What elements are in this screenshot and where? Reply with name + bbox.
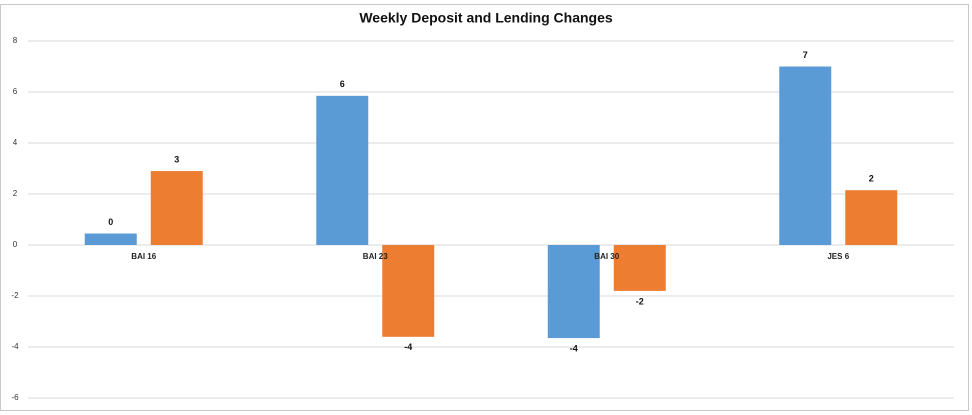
bar bbox=[845, 190, 898, 245]
bar bbox=[316, 95, 369, 245]
y-tick-label: 4 bbox=[13, 138, 18, 147]
x-tick-label: BAI 23 bbox=[363, 252, 388, 261]
y-tick-label: 2 bbox=[13, 189, 18, 198]
bar bbox=[84, 233, 137, 245]
data-label: -2 bbox=[636, 296, 644, 306]
x-tick-label: JES 6 bbox=[827, 252, 849, 261]
bar bbox=[547, 245, 600, 339]
x-tick-label: BAI 16 bbox=[131, 252, 156, 261]
data-label: 6 bbox=[340, 79, 345, 89]
y-tick-label: 6 bbox=[13, 87, 18, 96]
bar bbox=[779, 66, 832, 245]
bar bbox=[382, 245, 435, 337]
data-label: -4 bbox=[570, 343, 578, 353]
y-tick-label: -4 bbox=[11, 342, 19, 351]
y-tick-label: -6 bbox=[11, 393, 19, 402]
data-label: 0 bbox=[108, 217, 113, 227]
y-tick-label: 8 bbox=[13, 36, 18, 45]
y-tick-label: 0 bbox=[13, 240, 18, 249]
y-tick-label: -2 bbox=[11, 291, 19, 300]
bar bbox=[150, 171, 203, 245]
data-label: -4 bbox=[404, 342, 412, 352]
chart-title: Weekly Deposit and Lending Changes bbox=[359, 10, 613, 26]
data-label: 2 bbox=[869, 174, 874, 184]
bar bbox=[613, 245, 666, 291]
data-label: 3 bbox=[174, 154, 179, 164]
x-tick-label: BAI 30 bbox=[594, 252, 619, 261]
data-label: 7 bbox=[803, 50, 808, 60]
